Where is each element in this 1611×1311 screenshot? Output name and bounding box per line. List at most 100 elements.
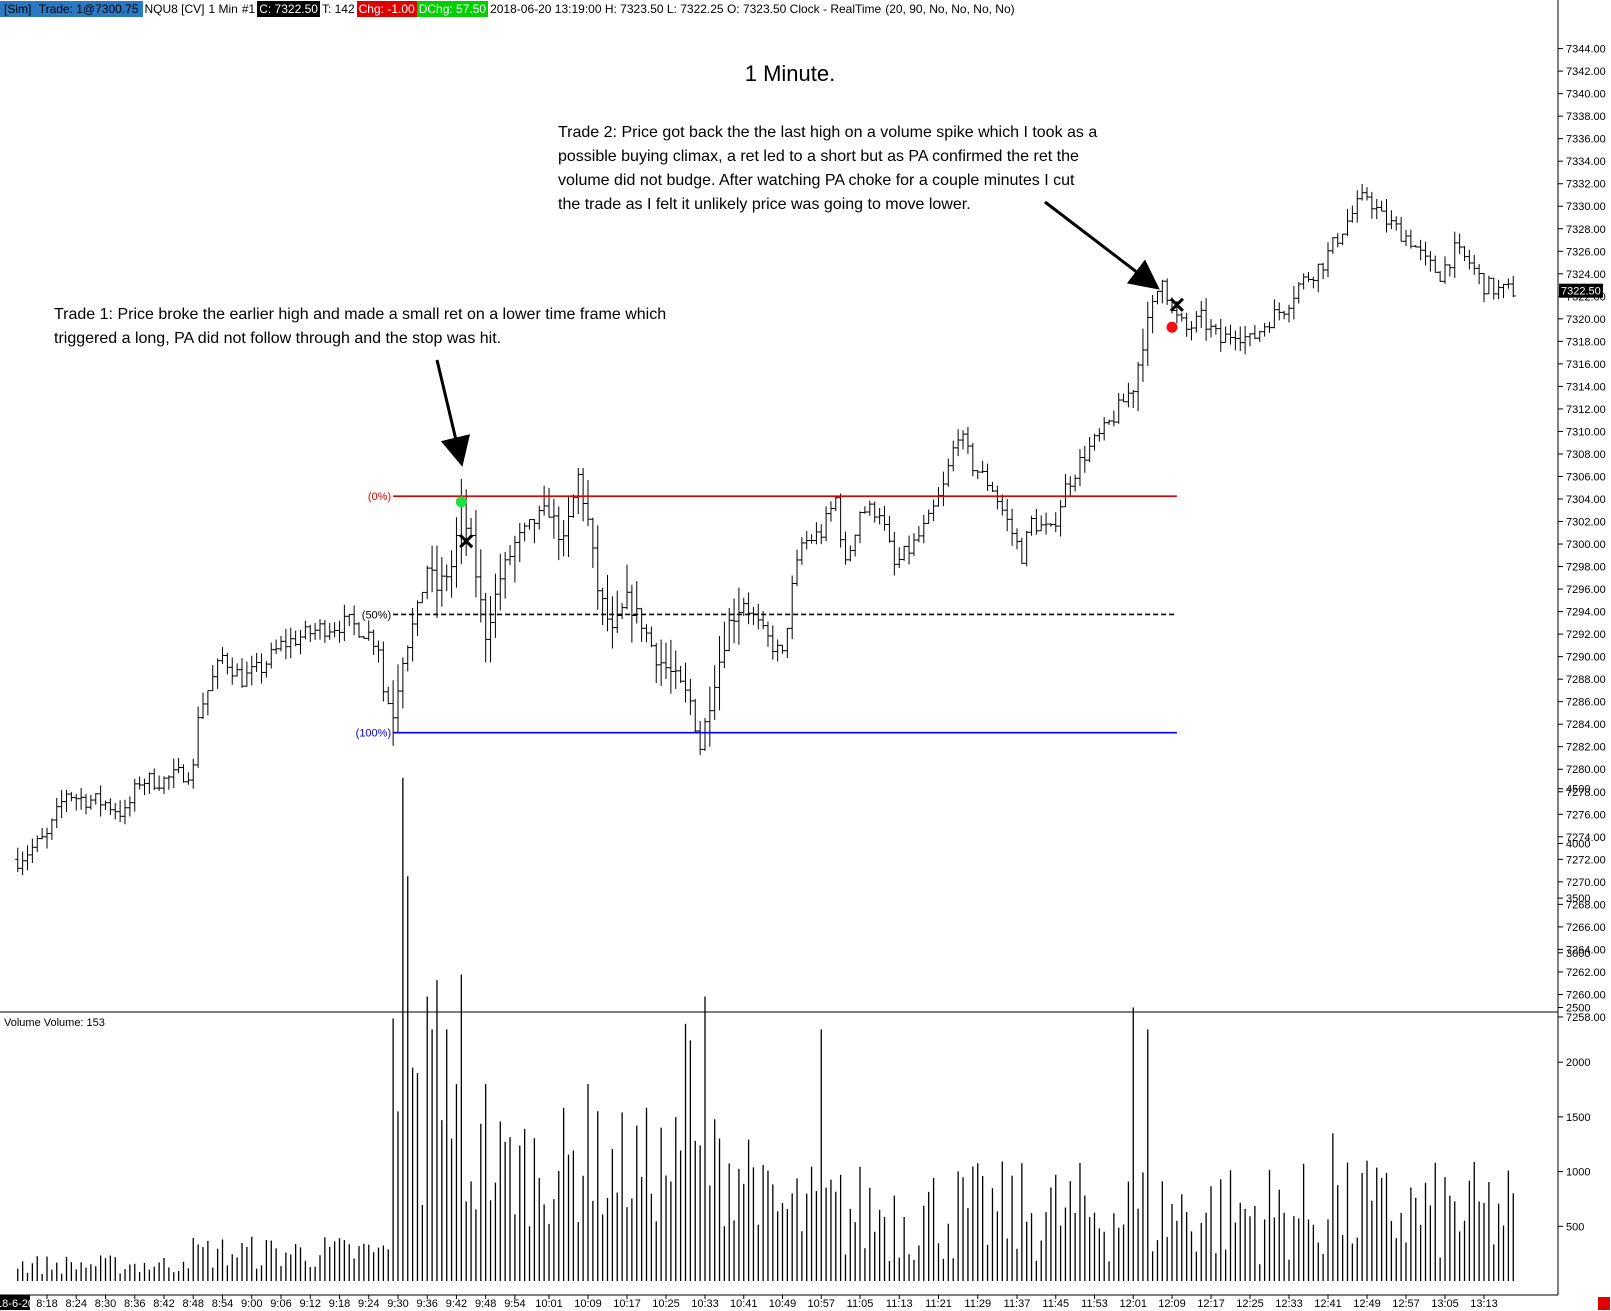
annotation-text-line: possible buying climax, a ret led to a s… xyxy=(558,148,1079,165)
time-tick-label: 10:33 xyxy=(691,1298,719,1310)
time-tick-label: 8:48 xyxy=(183,1298,204,1310)
time-tick-label: 8:30 xyxy=(95,1298,116,1310)
time-tick-label: 8:18 xyxy=(36,1298,57,1310)
time-tick-label: 9:06 xyxy=(270,1298,291,1310)
time-tick-label: 9:24 xyxy=(358,1298,379,1310)
time-tick-label: 12:33 xyxy=(1275,1298,1303,1310)
daily-change-chip: DChg: 57.50 xyxy=(416,1,489,17)
price-tick-label: 7310.00 xyxy=(1566,426,1606,438)
time-tick-label: 10:17 xyxy=(613,1298,641,1310)
time-tick-label: 12:25 xyxy=(1236,1298,1264,1310)
indicator-params-label: (20, 90, No, No, No, No) xyxy=(885,2,1015,16)
fib-retracement[interactable]: (0%) (50%) (100%) xyxy=(356,491,1177,740)
price-tick-label: 7272.00 xyxy=(1566,854,1606,866)
annotation-text-line: Trade 1: Price broke the earlier high an… xyxy=(54,306,666,323)
fib-level-label: (50%) xyxy=(362,609,391,621)
price-tick-label: 7318.00 xyxy=(1566,336,1606,348)
price-tick-label: 7334.00 xyxy=(1566,156,1606,168)
trade1-arrow xyxy=(435,359,471,467)
price-tick-label: 7262.00 xyxy=(1566,967,1606,979)
price-tick-label: 7336.00 xyxy=(1566,134,1606,146)
volume-tick-label: 1500 xyxy=(1566,1112,1590,1124)
time-tick-label: 13:05 xyxy=(1431,1298,1459,1310)
trade-markers xyxy=(455,297,1184,549)
time-tick-label: 11:29 xyxy=(964,1298,991,1310)
volume-tick-label: 3500 xyxy=(1566,893,1590,905)
price-tick-label: 7308.00 xyxy=(1566,449,1606,461)
price-tick-label: 7266.00 xyxy=(1566,922,1606,934)
trade-exit-marker xyxy=(1169,297,1184,312)
last-price-badge: 7322.50 xyxy=(1561,286,1601,298)
date-label-bg xyxy=(0,1295,30,1310)
interval-label: 1 Min xyxy=(208,2,238,16)
volume-tick-label: 4000 xyxy=(1566,838,1590,850)
time-tick-label: 9:18 xyxy=(329,1298,350,1310)
time-tick-label: 9:00 xyxy=(241,1298,262,1310)
price-tick-label: 7264.00 xyxy=(1566,944,1606,956)
time-tick-label: 11:45 xyxy=(1042,1298,1069,1310)
time-tick-label: 8:42 xyxy=(153,1298,174,1310)
annotation-text-line: triggered a long, PA did not follow thro… xyxy=(54,330,501,347)
time-tick-label: 12:41 xyxy=(1314,1298,1342,1310)
trade-entry-marker xyxy=(455,496,467,508)
price-axis: 7344.00 7342.00 7340.00 7338.00 7336.00 7334.… xyxy=(1558,44,1606,1024)
price-tick-label: 7276.00 xyxy=(1566,809,1606,821)
price-tick-label: 7330.00 xyxy=(1566,201,1606,213)
price-tick-label: 7326.00 xyxy=(1566,246,1606,258)
time-tick-label: 9:36 xyxy=(417,1298,438,1310)
time-tick-label: 12:57 xyxy=(1392,1298,1420,1310)
fib-level-label: (100%) xyxy=(356,728,391,740)
price-tick-label: 7300.00 xyxy=(1566,539,1606,551)
price-tick-label: 7286.00 xyxy=(1566,697,1606,709)
trade-entry-marker xyxy=(1166,321,1178,333)
sim-label: [Sim] xyxy=(4,2,32,16)
price-tick-label: 7302.00 xyxy=(1566,517,1606,529)
last-price-badge-bg xyxy=(1559,283,1603,298)
sim-trade-chip[interactable]: [Sim] Trade: 1@7300.75 xyxy=(0,1,143,17)
time-tick-label: 8:24 xyxy=(66,1298,87,1310)
price-tick-label: 7312.00 xyxy=(1566,404,1606,416)
price-tick-label: 7338.00 xyxy=(1566,111,1606,123)
price-tick-label: 7292.00 xyxy=(1566,629,1606,641)
price-tick-label: 7306.00 xyxy=(1566,471,1606,483)
time-tick-label: 10:25 xyxy=(652,1298,680,1310)
price-tick-label: 7294.00 xyxy=(1566,607,1606,619)
price-tick-label: 7284.00 xyxy=(1566,719,1606,731)
volume-tick-label: 500 xyxy=(1566,1221,1584,1233)
time-tick-label: 9:48 xyxy=(475,1298,496,1310)
time-tick-label: 9:12 xyxy=(300,1298,321,1310)
annotation-text-line: the trade as I felt it unlikely price wa… xyxy=(558,196,971,213)
date-label: 18-6-20 xyxy=(0,1298,34,1310)
time-tick-label: 10:09 xyxy=(574,1298,602,1310)
price-tick-label: 7332.00 xyxy=(1566,179,1606,191)
volume-pane-label: Volume Volume: 153 xyxy=(4,1017,105,1029)
price-tick-label: 7298.00 xyxy=(1566,562,1606,574)
price-tick-label: 7328.00 xyxy=(1566,224,1606,236)
volume-axis: 4500 4000 3500 3000 2500 2000 1500 1000 500 xyxy=(1558,784,1590,1233)
price-tick-label: 7314.00 xyxy=(1566,381,1606,393)
price-tick-label: 7288.00 xyxy=(1566,674,1606,686)
alert-corner-badge[interactable] xyxy=(1598,1297,1610,1310)
time-tick-label: 9:30 xyxy=(387,1298,408,1310)
price-tick-label: 7290.00 xyxy=(1566,652,1606,664)
price-tick-label: 7324.00 xyxy=(1566,269,1606,281)
time-tick-label: 12:49 xyxy=(1353,1298,1381,1310)
price-tick-label: 7320.00 xyxy=(1566,314,1606,326)
trade2-arrow xyxy=(1044,200,1160,290)
time-tick-label: 13:13 xyxy=(1470,1298,1498,1310)
chart-title: 1 Minute. xyxy=(745,61,836,86)
time-tick-label: 12:17 xyxy=(1197,1298,1225,1310)
price-tick-label: 7258.00 xyxy=(1566,1012,1606,1024)
ohlc-bars xyxy=(15,183,1516,876)
annotations: Trade 1: Price broke the earlier high an… xyxy=(54,124,1160,467)
chart-status-bar: [Sim] Trade: 1@7300.75 NQU8 [CV] 1 Min #… xyxy=(0,0,1017,18)
time-tick-label: 11:53 xyxy=(1081,1298,1108,1310)
price-tick-label: 7280.00 xyxy=(1566,764,1606,776)
symbol-label: NQU8 [CV] xyxy=(144,2,205,16)
price-tick-label: 7274.00 xyxy=(1566,832,1606,844)
close-price-chip: C: 7322.50 xyxy=(257,1,320,17)
time-tick-label: 10:57 xyxy=(807,1298,835,1310)
time-tick-label: 9:54 xyxy=(504,1298,525,1310)
volume-bars xyxy=(17,777,1514,1281)
